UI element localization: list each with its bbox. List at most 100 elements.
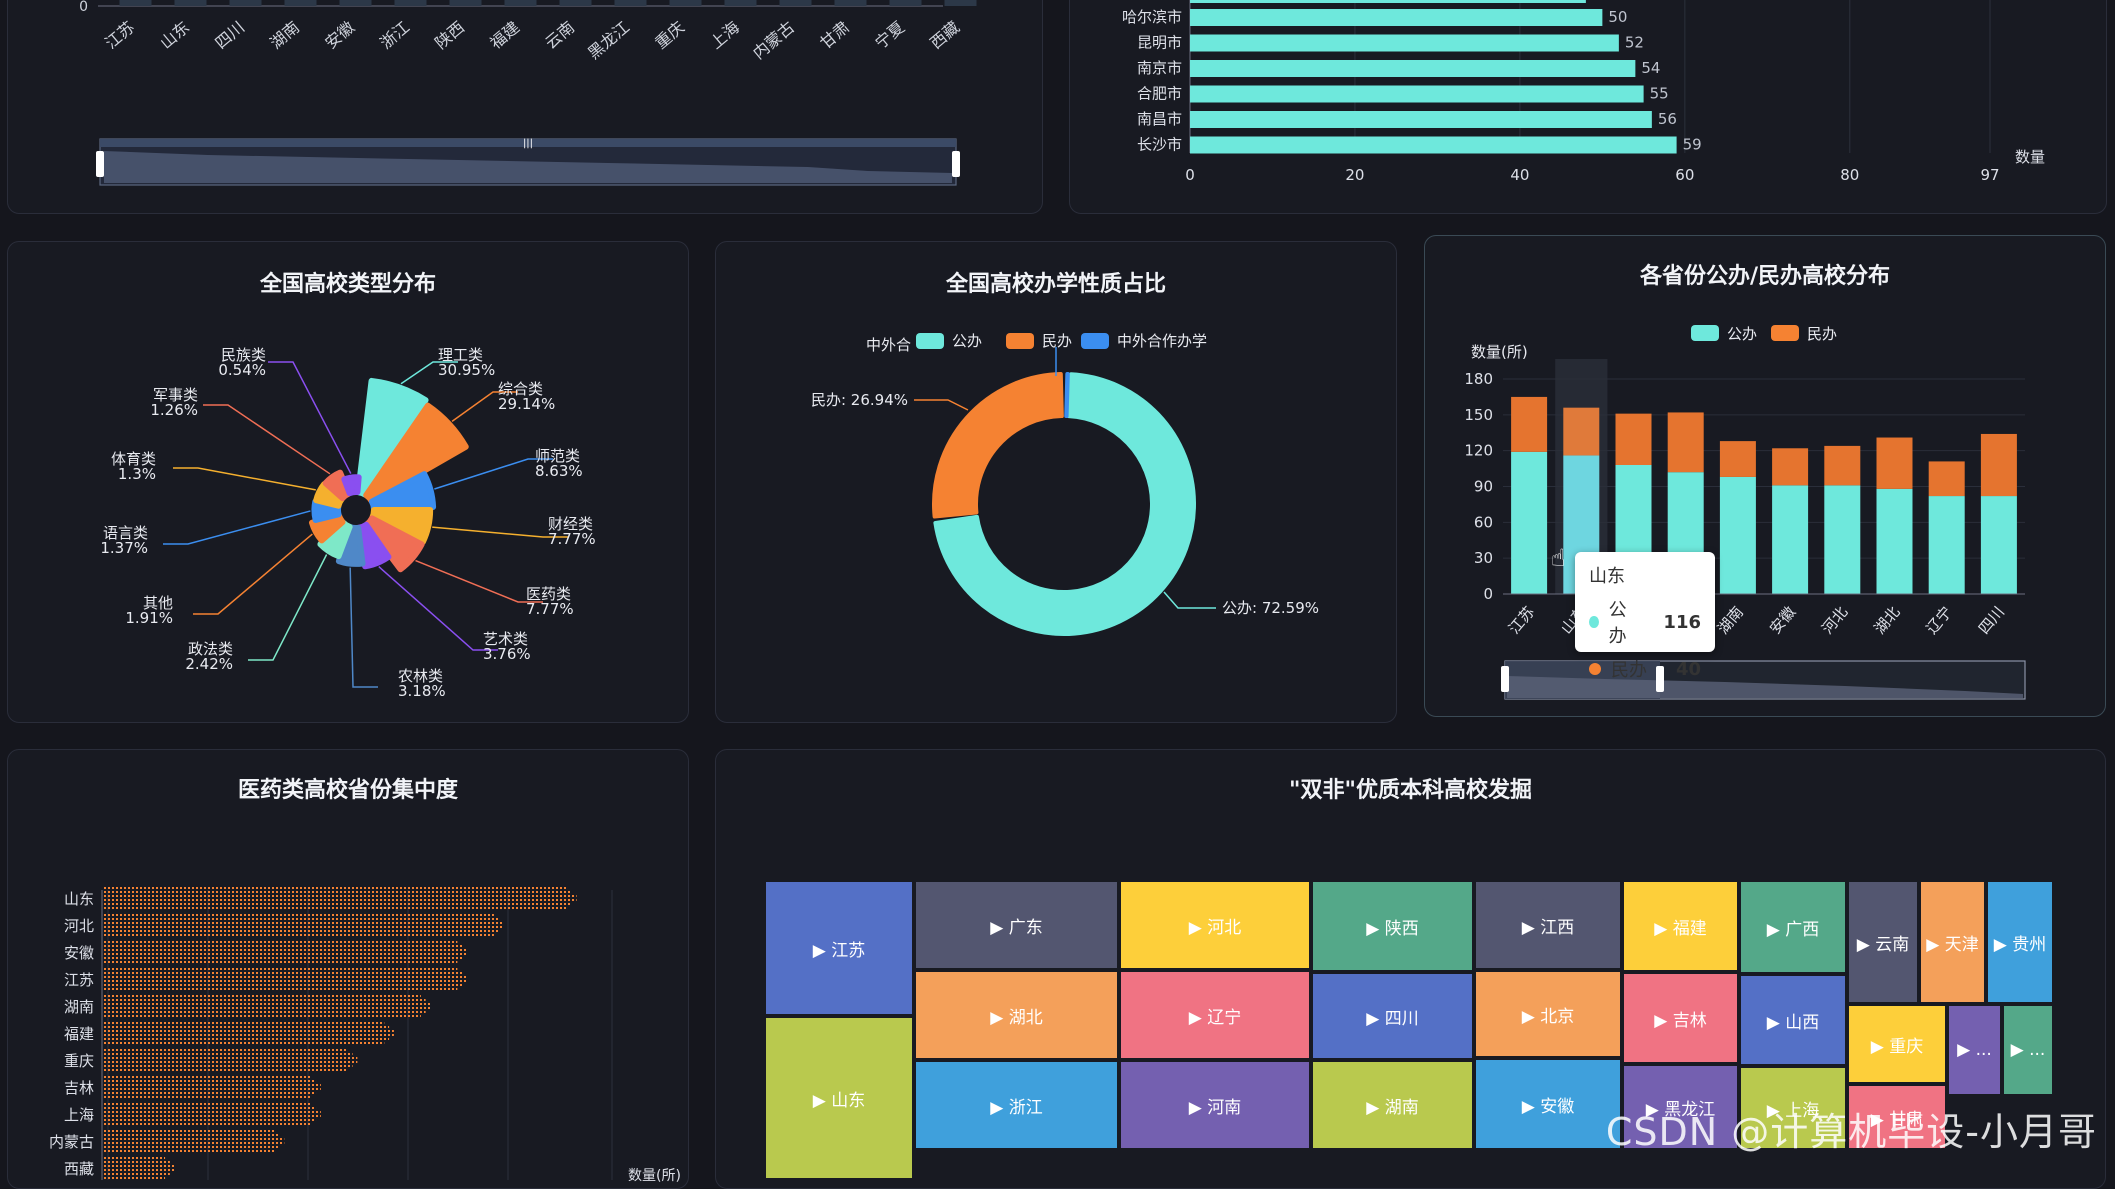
treemap-cell[interactable]: ▶ 天津 — [1919, 880, 1986, 1004]
x-tick-label: 浙江 — [376, 18, 413, 53]
y-axis-name: 数量(所) — [1471, 343, 1528, 361]
bar-private — [1719, 441, 1756, 477]
bar-stub — [119, 0, 152, 6]
slice-percent-label: 1.91% — [125, 609, 173, 627]
x-tick-label: 湖南 — [266, 18, 303, 53]
province-title: 各省份公办/民办高校分布 — [1639, 264, 1891, 289]
tooltip-private-label: 民办 — [1611, 660, 1647, 681]
x-tick-label: 四川 — [211, 18, 248, 53]
private-leader-line — [914, 399, 969, 411]
y-tick-label: 哈尔滨市 — [1122, 8, 1182, 26]
datazoom-right-handle — [1656, 666, 1664, 692]
legend-label: 中外合作办学 — [1117, 332, 1207, 350]
treemap-cell[interactable]: ▶ 四川 — [1311, 972, 1474, 1060]
treemap-cell[interactable]: ▶ 陕西 — [1311, 880, 1474, 972]
pictorial-bar — [104, 941, 467, 963]
treemap-cell[interactable]: ▶ 江苏 — [764, 880, 914, 1016]
treemap-cell[interactable]: ▶ 吉林 — [1622, 972, 1739, 1064]
pictorial-bar — [104, 887, 577, 909]
types-title: 全国高校类型分布 — [259, 272, 436, 297]
x-tick-label: 云南 — [541, 18, 578, 53]
slice-name-label: 其他 — [143, 594, 173, 612]
panel-medical-concentration: 医药类高校省份集中度 山东 河北 安徽 江苏 湖南 福建 重庆 吉林 上海 内蒙古 西藏 数量(所) — [7, 749, 689, 1189]
slice-name-label: 财经类 — [548, 515, 593, 533]
bar-cut — [1190, 0, 1586, 3]
treemap-cell[interactable]: ▶ 甘肃 — [1847, 1084, 1947, 1150]
x-tick-label: 西藏 — [926, 18, 963, 53]
x-tick-label: 80 — [1840, 166, 1859, 184]
treemap-cell[interactable]: ▶ 广东 — [914, 880, 1119, 970]
treemap-cell[interactable]: ▶ 湖南 — [1311, 1060, 1474, 1150]
treemap-cell[interactable]: ▶ 河北 — [1119, 880, 1311, 970]
legend-label: 公办 — [952, 332, 982, 350]
bar-public — [1928, 496, 1965, 594]
treemap-cell[interactable]: ▶ 山东 — [764, 1016, 914, 1180]
public-leader-line — [1163, 591, 1216, 609]
y-tick-label: 0 — [1483, 585, 1493, 603]
bar-private — [1667, 412, 1704, 473]
treemap-cell[interactable]: ▶ 福建 — [1622, 880, 1739, 972]
bar-stub — [449, 0, 482, 6]
tooltip-row-public: 公办 116 — [1589, 596, 1701, 648]
tooltip-title: 山东 — [1589, 566, 1625, 587]
y-tick-label: 福建 — [64, 1025, 94, 1043]
legend-swatch — [1081, 333, 1109, 349]
slice-name-label: 医药类 — [526, 585, 571, 603]
x-tick-label: 安徽 — [321, 18, 358, 53]
y-tick-zero: 0 — [79, 0, 88, 15]
bar-stub — [944, 0, 977, 6]
treemap-cell[interactable]: ▶ 浙江 — [914, 1060, 1119, 1150]
treemap-cell[interactable]: ▶ 云南 — [1847, 880, 1919, 1004]
treemap-cell[interactable]: ▶ 安徽 — [1474, 1058, 1622, 1150]
rose-slice — [322, 469, 352, 502]
bar-stub — [834, 0, 867, 6]
y-tick-label: 180 — [1464, 370, 1493, 388]
treemap-cell[interactable]: ▶ 重庆 — [1847, 1004, 1947, 1084]
treemap-cell[interactable]: ▶ 江西 — [1474, 880, 1622, 970]
bar-stub — [284, 0, 317, 6]
tooltip-row-private: 民办 40 — [1589, 656, 1701, 682]
donut-slice — [932, 372, 1064, 519]
x-tick-label: 福建 — [486, 18, 523, 53]
treemap-cell[interactable]: ▶ 辽宁 — [1119, 970, 1311, 1060]
rose-slice — [335, 524, 366, 567]
treemap-cell[interactable]: ▶ 山西 — [1739, 974, 1847, 1066]
x-tick-label: 甘肃 — [816, 18, 853, 53]
tooltip-public-dot — [1589, 616, 1599, 628]
treemap-cell[interactable]: ▶ 北京 — [1474, 970, 1622, 1058]
treemap-cell[interactable]: ▶ ... — [1947, 1004, 2002, 1096]
rose-slice — [355, 377, 429, 498]
treemap-cell[interactable]: ▶ 黑龙江 — [1622, 1064, 1739, 1150]
y-tick-label: 南京市 — [1137, 59, 1182, 77]
treemap-title: "双非"优质本科高校发掘 — [1289, 778, 1532, 803]
legend-label: 民办 — [1807, 325, 1837, 343]
x-tick-label: 湖南 — [1714, 603, 1747, 638]
bar — [1190, 34, 1619, 52]
y-tick-label: 30 — [1474, 549, 1493, 567]
bar-public — [1719, 476, 1756, 594]
pictorial-bar — [104, 1103, 321, 1125]
bar — [1190, 85, 1644, 103]
treemap-cell[interactable]: ▶ 湖北 — [914, 970, 1119, 1060]
treemap-cell[interactable]: ▶ 河南 — [1119, 1060, 1311, 1150]
label-leader-line — [434, 458, 553, 490]
slice-percent-label: 1.3% — [118, 465, 156, 483]
label-leader-line — [268, 361, 352, 474]
treemap-cell[interactable]: ▶ ... — [2002, 1004, 2054, 1096]
bar-public — [1980, 496, 2017, 594]
nature-title: 全国高校办学性质占比 — [945, 272, 1166, 297]
label-leader-line — [203, 404, 331, 475]
y-tick-label: 昆明市 — [1137, 34, 1182, 52]
bar — [1190, 9, 1603, 26]
x-tick-label: 重庆 — [651, 18, 688, 53]
slice-percent-label: 2.42% — [185, 655, 233, 673]
treemap-cell[interactable]: ▶ 上海 — [1739, 1066, 1847, 1150]
x-tick-label: 四川 — [1975, 603, 2008, 638]
treemap-cell[interactable]: ▶ 贵州 — [1986, 880, 2054, 1004]
treemap-cell[interactable]: ▶ 广西 — [1739, 880, 1847, 974]
overlap-label: 中外合 — [866, 336, 911, 354]
x-tick-label: 40 — [1510, 166, 1529, 184]
label-leader-line — [415, 559, 543, 603]
province-bar-chart: 0 江苏 山东 四川 湖南 安徽 浙江 陕西 福建 云南 黑龙江 重庆 上海 内蒙古 甘肃 宁夏 西藏 ||| — [79, 0, 977, 186]
